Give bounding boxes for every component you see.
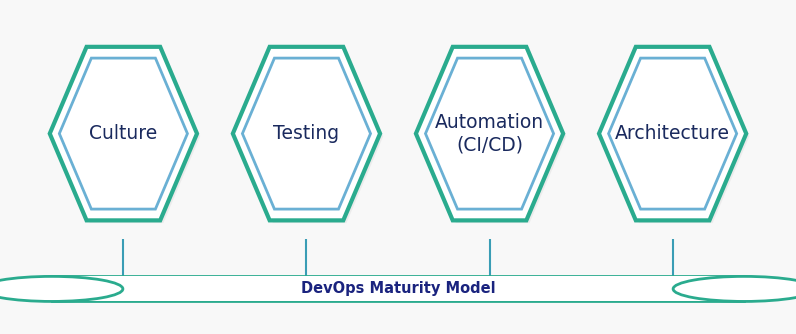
Ellipse shape [0,277,123,301]
Text: Architecture: Architecture [615,124,730,143]
Polygon shape [426,58,553,209]
Polygon shape [602,49,750,223]
Polygon shape [49,47,197,220]
Polygon shape [599,47,747,220]
Polygon shape [60,58,187,209]
Ellipse shape [673,277,796,301]
Polygon shape [243,58,370,209]
Polygon shape [232,47,380,220]
Polygon shape [419,49,567,223]
FancyBboxPatch shape [52,277,744,301]
Text: Testing: Testing [273,124,340,143]
FancyBboxPatch shape [52,277,744,301]
Polygon shape [53,49,201,223]
Polygon shape [236,49,384,223]
Text: DevOps Maturity Model: DevOps Maturity Model [301,282,495,296]
Polygon shape [609,58,736,209]
Text: Automation
(CI/CD): Automation (CI/CD) [435,113,544,154]
Text: Culture: Culture [89,124,158,143]
Polygon shape [416,47,563,220]
